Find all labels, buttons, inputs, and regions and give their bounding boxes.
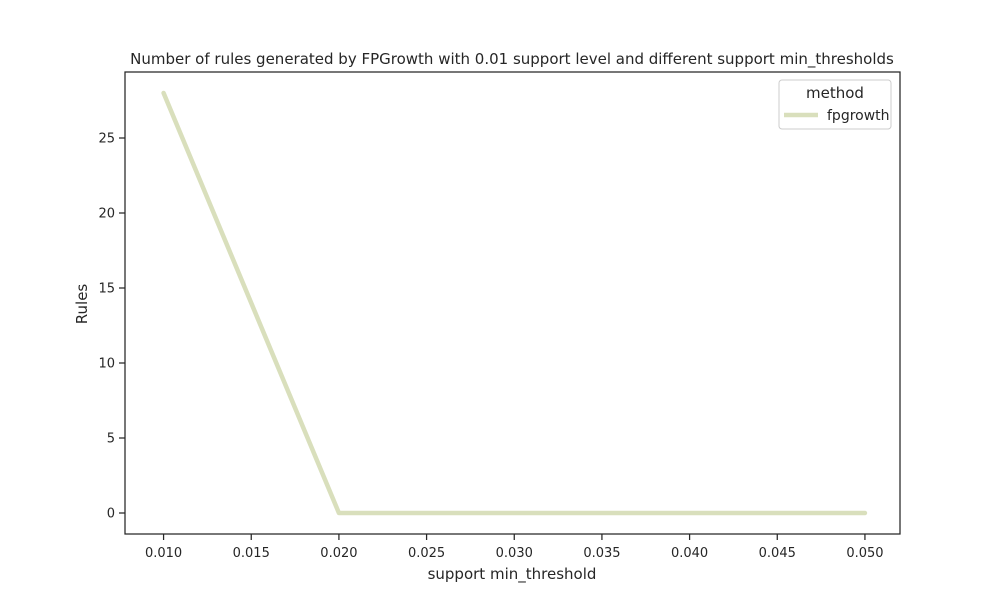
legend-label-fpgrowth: fpgrowth [827, 108, 890, 124]
y-tick-label: 0 [107, 507, 115, 522]
x-tick-label: 0.025 [408, 546, 445, 561]
y-tick-label: 5 [107, 432, 115, 447]
y-tick-label: 10 [98, 357, 115, 372]
chart-title: Number of rules generated by FPGrowth wi… [130, 50, 894, 69]
x-tick-label: 0.020 [320, 546, 357, 561]
legend: method fpgrowth [778, 79, 892, 130]
legend-title: method [806, 84, 864, 102]
x-tick-label: 0.050 [846, 546, 883, 561]
y-axis-label: Rules [73, 284, 91, 325]
x-tick-label: 0.015 [233, 546, 270, 561]
x-tick-label: 0.010 [145, 546, 182, 561]
x-tick-label: 0.045 [759, 546, 796, 561]
y-tick-label: 15 [98, 282, 115, 297]
y-tick-label: 20 [98, 207, 115, 222]
x-tick-label: 0.040 [671, 546, 708, 561]
x-axis-label: support min_threshold [428, 565, 597, 584]
series-line-fpgrowth [161, 90, 868, 516]
x-tick-label: 0.030 [496, 546, 533, 561]
y-tick-label: 25 [98, 132, 115, 147]
x-tick-label: 0.035 [583, 546, 620, 561]
plot-frame [124, 71, 901, 535]
